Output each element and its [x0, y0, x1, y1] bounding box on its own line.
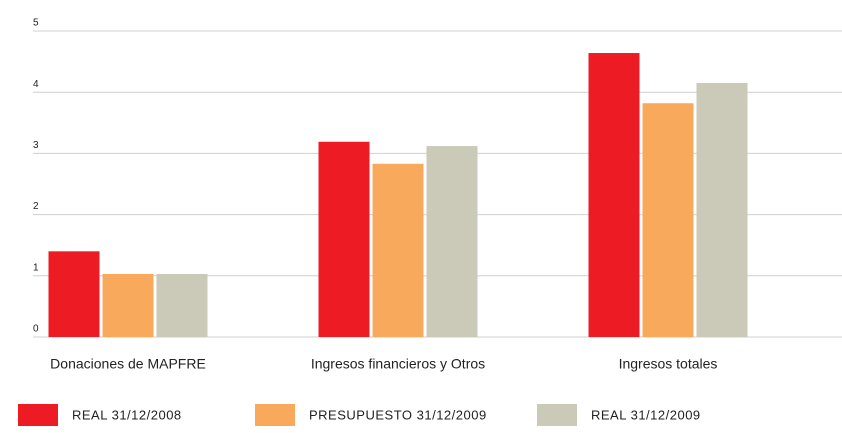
legend-label: REAL 31/12/2008: [72, 407, 182, 422]
bar: [156, 273, 208, 337]
y-tick-label: 3: [33, 140, 39, 151]
legend-label: REAL 31/12/2009: [591, 407, 701, 422]
x-tick-label: Ingresos financieros y Otros: [311, 356, 485, 372]
bar: [318, 141, 370, 337]
y-tick-label: 0: [33, 324, 39, 335]
legend-swatch: [255, 404, 295, 426]
legend-swatch: [18, 404, 58, 426]
bar: [696, 83, 748, 338]
legend-label: PRESUPUESTO 31/12/2009: [309, 407, 487, 422]
y-tick-label: 1: [33, 262, 39, 273]
x-tick-label: Donaciones de MAPFRE: [50, 356, 206, 372]
bar: [372, 163, 424, 337]
y-tick-label: 5: [33, 18, 39, 29]
bar: [102, 273, 154, 337]
bar: [588, 53, 640, 337]
x-tick-label: Ingresos totales: [619, 356, 718, 372]
bar: [426, 146, 478, 337]
y-tick-label: 4: [33, 79, 39, 90]
bar: [48, 251, 100, 337]
legend-swatch: [537, 404, 577, 426]
y-tick-label: 2: [33, 201, 39, 212]
bar: [642, 103, 694, 337]
